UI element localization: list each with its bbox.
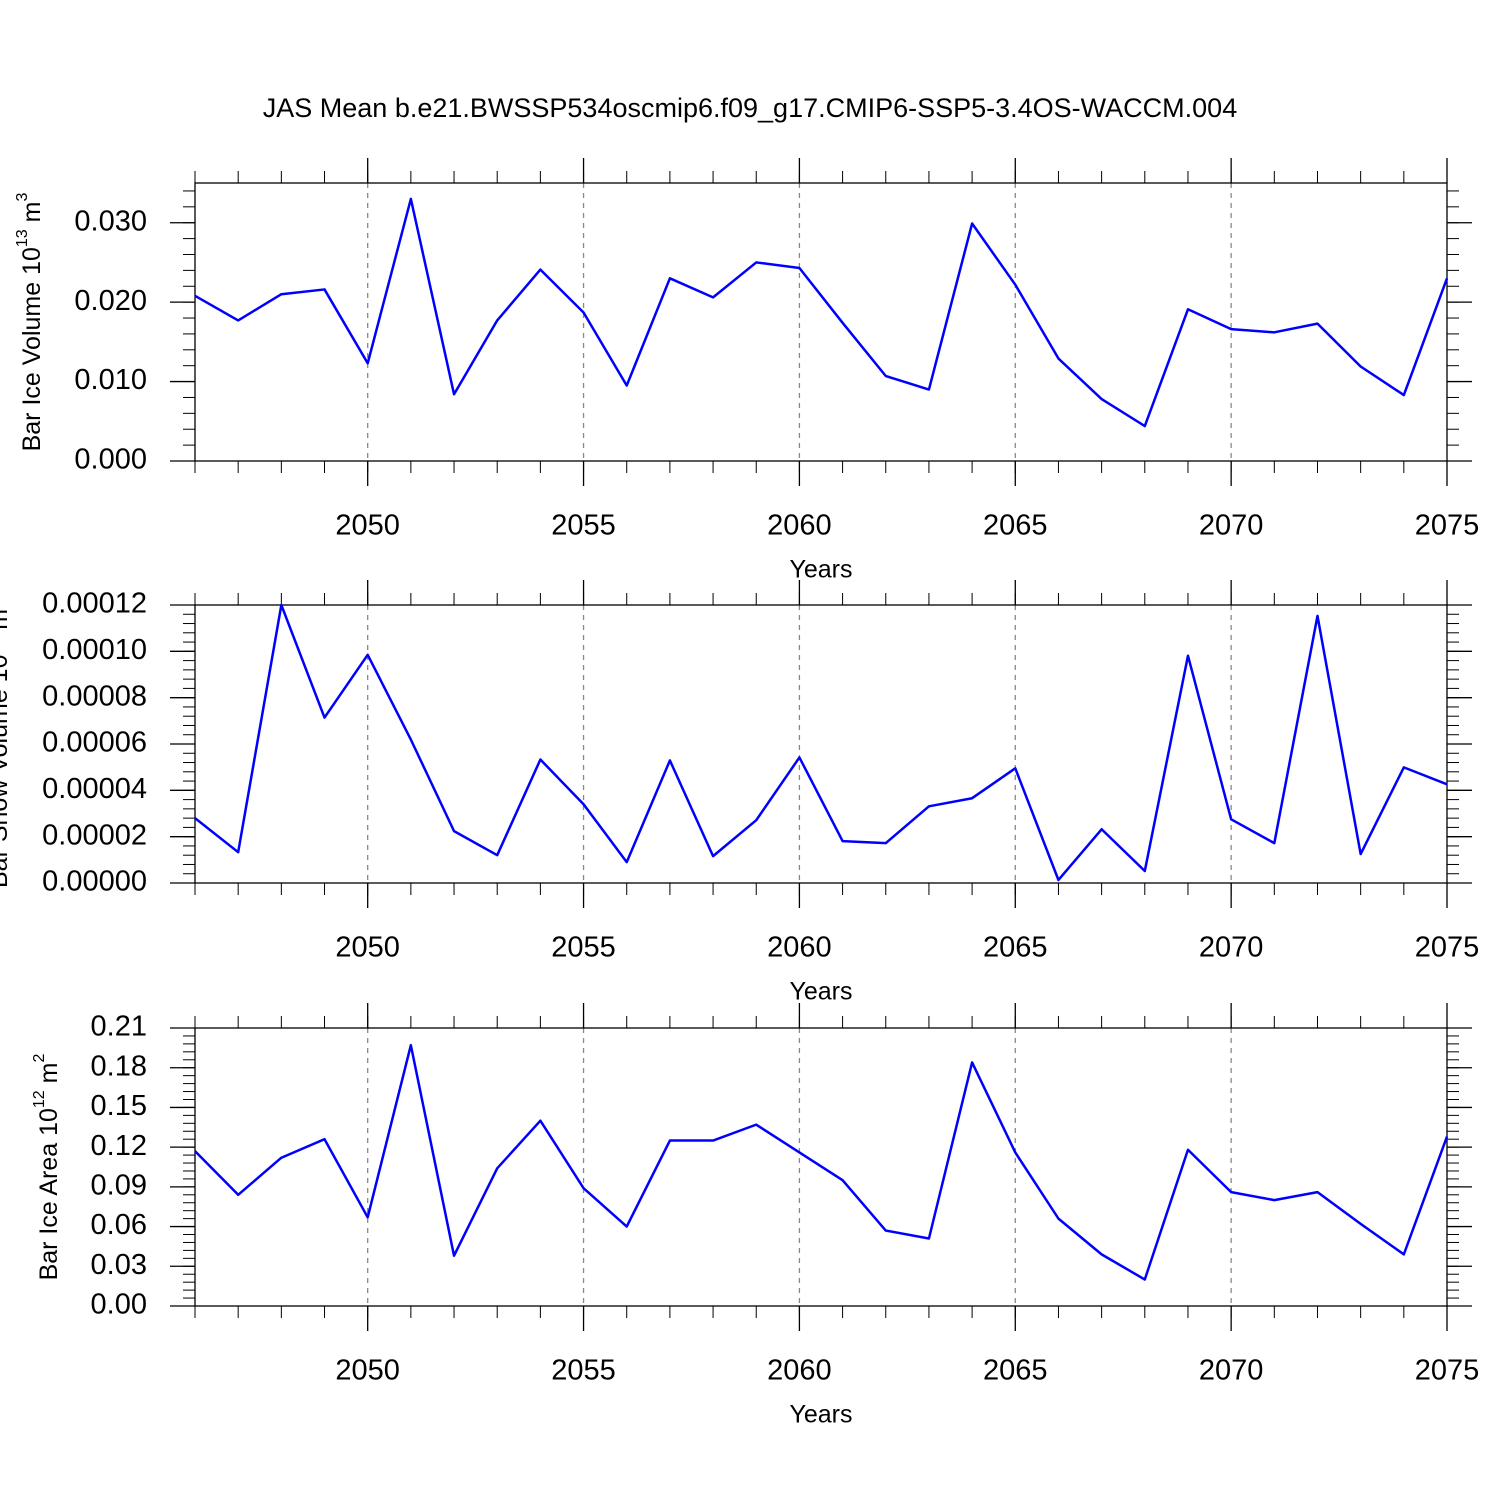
y-tick-label: 0.09: [91, 1170, 147, 1202]
x-tick-label: 2060: [767, 510, 832, 542]
y-tick-label: 0.00: [91, 1289, 147, 1321]
x-tick-label: 2060: [767, 932, 832, 964]
y-tick-label: 0.03: [91, 1249, 147, 1281]
x-tick-label: 2050: [335, 510, 400, 542]
x-tick-label: 2055: [551, 1355, 616, 1387]
y-axis-label-text: Bar Ice Volume 10: [18, 247, 46, 451]
y-axis-label-unit: m: [18, 201, 46, 222]
y-axis-label-text: Bar Ice Area 10: [35, 1108, 63, 1280]
x-axis-label: Years: [789, 978, 852, 1006]
plot-frame: [194, 182, 1448, 462]
y-axis-label-exponent: 12: [31, 1090, 48, 1108]
x-tick-label: 2075: [1415, 932, 1480, 964]
y-axis-label-unit: m: [0, 609, 13, 630]
x-tick-label: 2065: [983, 932, 1048, 964]
y-axis-label-unit-exponent: 2: [31, 1053, 48, 1062]
y-tick-label: 0.12: [91, 1130, 147, 1162]
x-tick-label: 2075: [1415, 1355, 1480, 1387]
x-tick-label: 2075: [1415, 510, 1480, 542]
x-tick-label: 2055: [551, 510, 616, 542]
x-tick-label: 2050: [335, 932, 400, 964]
plot-frame: [194, 1027, 1448, 1307]
y-tick-label: 0.000: [74, 444, 147, 476]
x-tick-label: 2065: [983, 510, 1048, 542]
chart-title: JAS Mean b.e21.BWSSP534oscmip6.f09_g17.C…: [263, 93, 1237, 123]
y-tick-label: 0.00008: [42, 680, 147, 712]
y-tick-label: 0.030: [74, 205, 147, 237]
y-axis-label-unit: m: [35, 1062, 63, 1083]
plot-frame: [194, 604, 1448, 884]
data-line: [194, 603, 1448, 882]
x-tick-label: 2065: [983, 1355, 1048, 1387]
y-axis-label: Bar Ice Area 1012 m2: [31, 1053, 62, 1280]
y-tick-label: 0.020: [74, 285, 147, 317]
x-tick-label: 2060: [767, 1355, 832, 1387]
x-tick-label: 2050: [335, 1355, 400, 1387]
y-tick-label: 0.00010: [42, 634, 147, 666]
x-tick-label: 2070: [1199, 1355, 1264, 1387]
y-tick-label: 0.00004: [42, 773, 147, 805]
y-axis-label-unit-exponent: 3: [14, 192, 31, 201]
data-line: [194, 197, 1449, 428]
y-tick-label: 0.00000: [42, 866, 147, 898]
x-axis-label: Years: [789, 556, 852, 584]
x-tick-label: 2055: [551, 932, 616, 964]
y-axis-label: Bar Snow Volume 1013m3: [0, 600, 13, 888]
y-tick-label: 0.15: [91, 1090, 147, 1122]
y-axis-label: Bar Ice Volume 1013 m3: [14, 192, 45, 451]
y-tick-label: 0.06: [91, 1209, 147, 1241]
x-axis-label: Years: [789, 1401, 852, 1429]
y-tick-label: 0.010: [74, 364, 147, 396]
y-tick-label: 0.00002: [42, 819, 147, 851]
x-tick-label: 2070: [1199, 932, 1264, 964]
x-tick-label: 2070: [1199, 510, 1264, 542]
y-axis-label-exponent: 13: [14, 229, 31, 247]
y-tick-label: 0.18: [91, 1050, 147, 1082]
y-axis-label-text: Bar Snow Volume 10: [0, 655, 13, 888]
y-tick-label: 0.21: [91, 1011, 147, 1043]
data-line: [194, 1043, 1449, 1281]
y-tick-label: 0.00006: [42, 727, 147, 759]
y-tick-label: 0.00012: [42, 588, 147, 620]
